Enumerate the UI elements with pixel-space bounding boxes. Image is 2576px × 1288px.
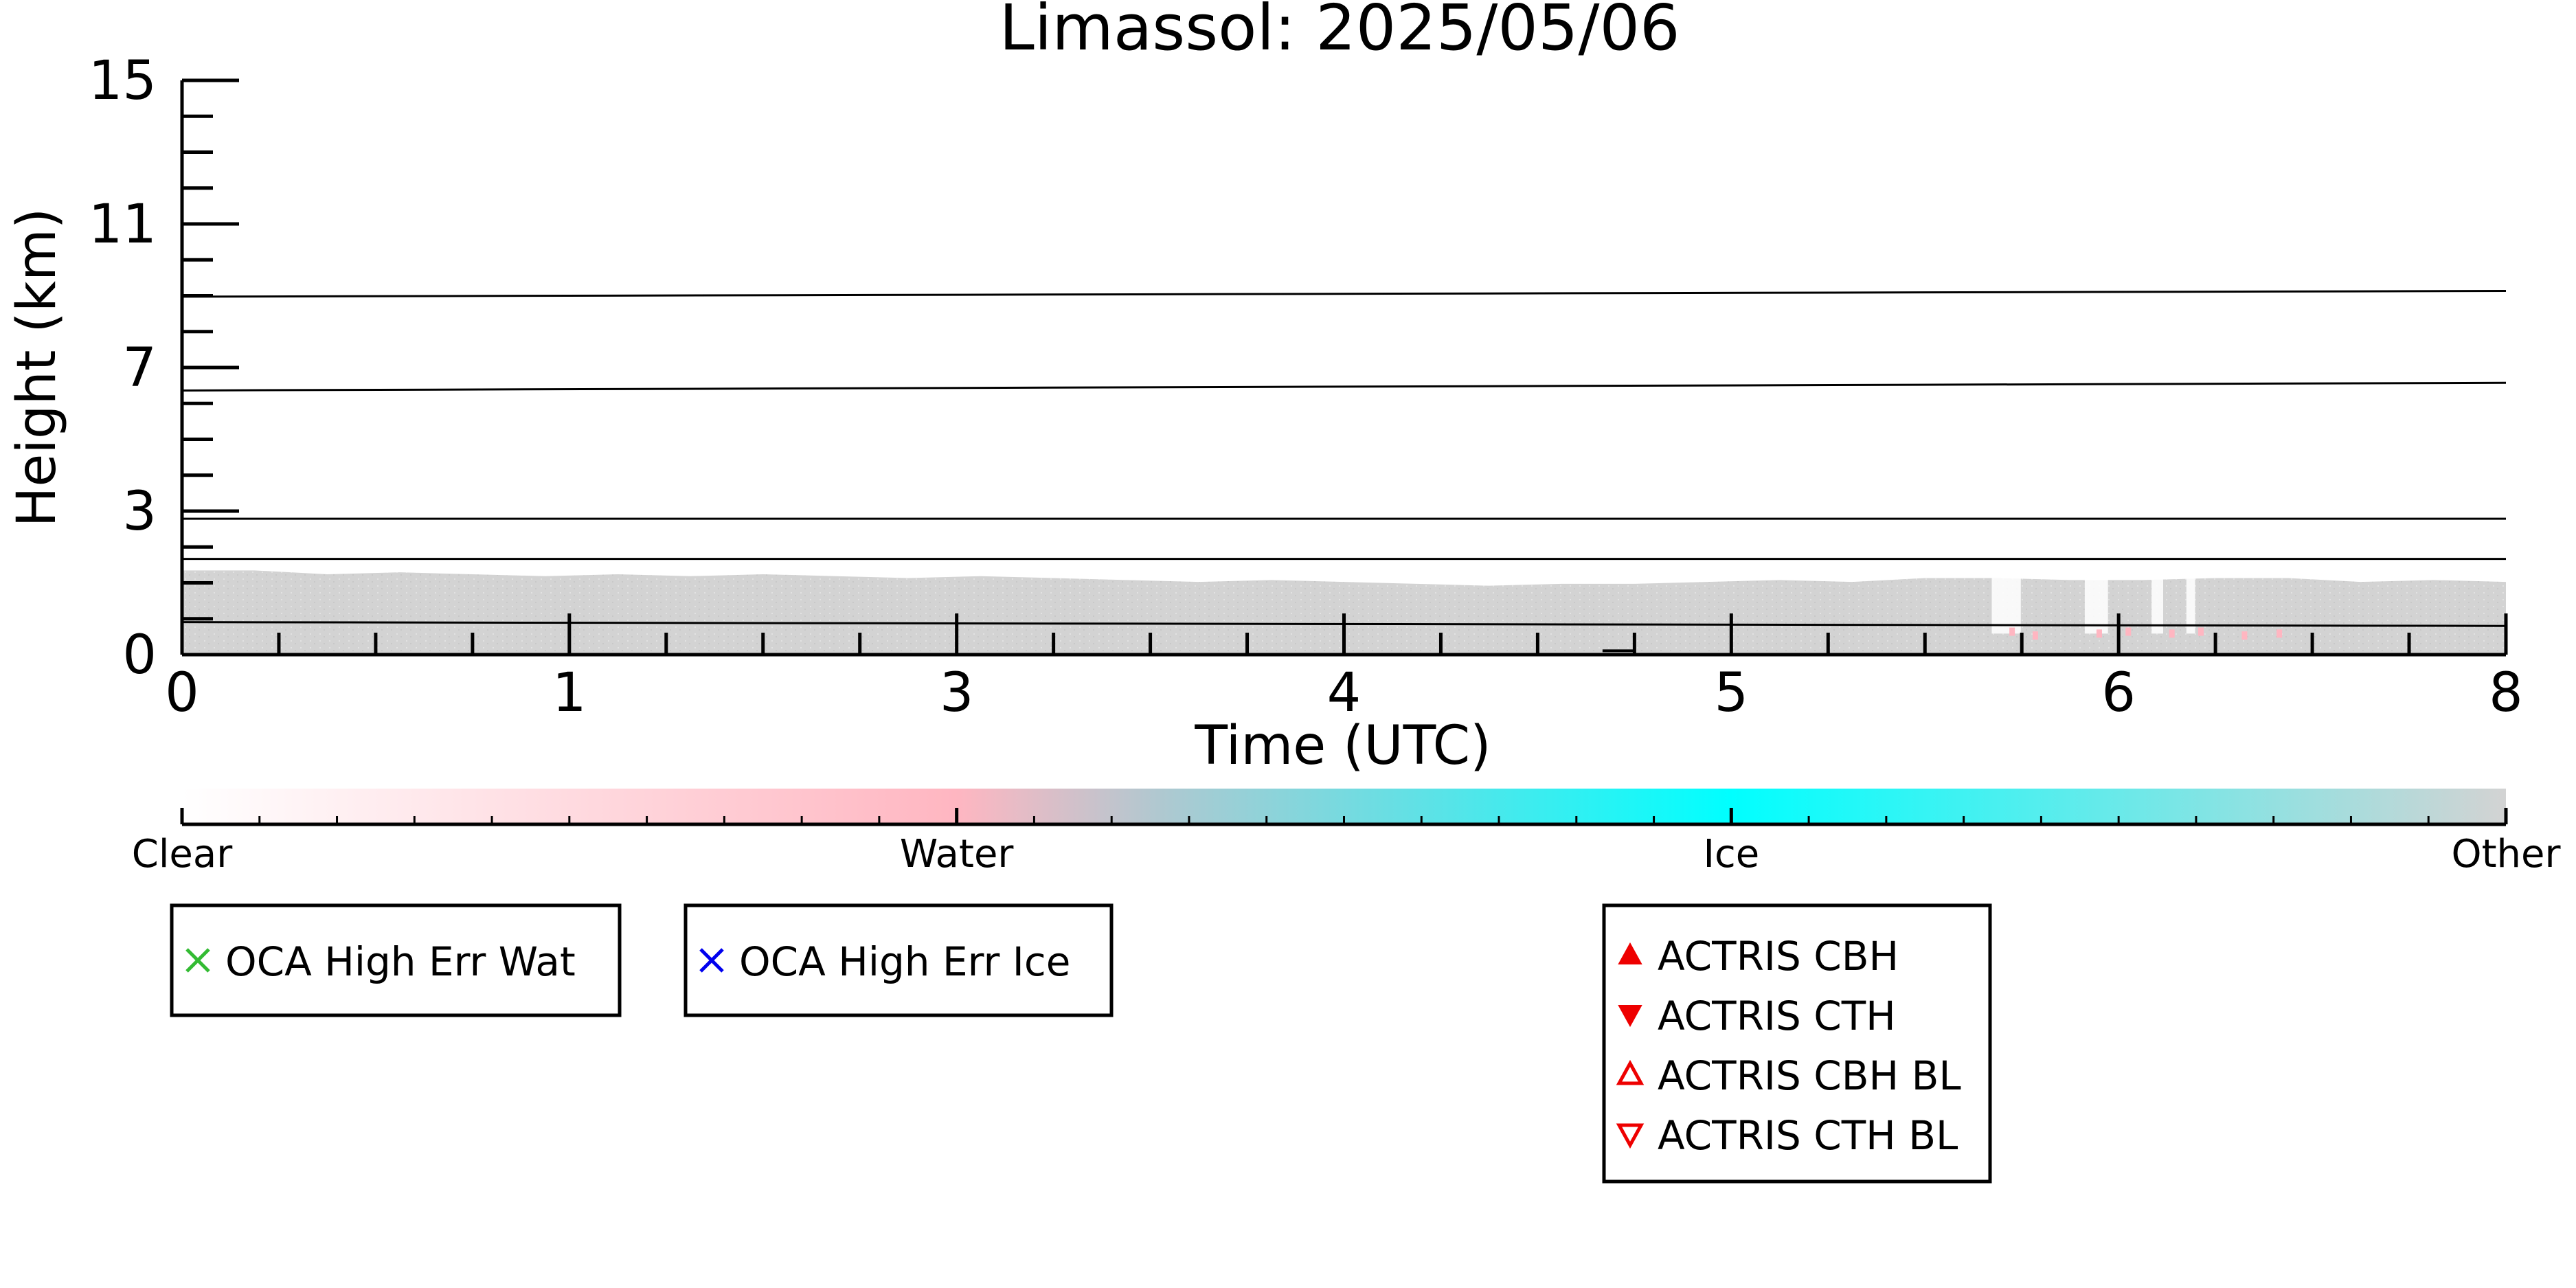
legend-label: ACTRIS CTH BL (1658, 1112, 1958, 1159)
legend-box: OCA High Err Wat (170, 903, 622, 1017)
cloud-gap (1991, 566, 2021, 634)
legend-label: OCA High Err Ice (739, 938, 1070, 985)
water-pixel (2197, 627, 2204, 636)
x-tick-label: 4 (1327, 662, 1362, 724)
colorbar-label: Ice (1703, 832, 1759, 877)
y-axis-label: Height (km) (6, 208, 68, 528)
cloud-gap (2186, 566, 2195, 634)
y-tick-label: 11 (89, 194, 157, 256)
water-pixel (2009, 627, 2015, 636)
water-pixel (2276, 629, 2283, 638)
water-pixel (2096, 629, 2102, 638)
water-pixel (2125, 627, 2132, 636)
legend-label: ACTRIS CTH (1658, 993, 1896, 1039)
x-tick-label: 0 (165, 662, 199, 724)
height-line (181, 290, 2507, 298)
plot-area: 0 1 3 4 5 6 8 0 3 7 11 15 (89, 50, 2523, 724)
legend-label: ACTRIS CBH (1658, 933, 1899, 980)
legend-marker-triangle-up (1618, 942, 1642, 964)
legend-label: ACTRIS CBH BL (1658, 1052, 1961, 1099)
x-tick-label: 3 (940, 662, 974, 724)
legend-box: ACTRIS CBH ACTRIS CTH ACTRIS CBH BL ACTRIS … (1602, 903, 1992, 1184)
y-tick-label: 15 (89, 50, 157, 112)
legend-marker-triangle-up (1616, 1059, 1645, 1085)
colorbar-label: Other (2451, 832, 2561, 877)
legend-frame (1602, 903, 1992, 1184)
x-tick-label: 8 (2489, 662, 2523, 724)
water-pixels (2009, 627, 2283, 640)
legends: OCA High Err Wat OCA High Err Ice ACTRIS C… (170, 903, 1992, 1184)
height-line (181, 381, 2507, 392)
water-pixel (2032, 631, 2038, 640)
legend-marker-x (699, 948, 724, 973)
legend-label: OCA High Err Wat (225, 938, 576, 985)
x-tick-label: 6 (2101, 662, 2136, 724)
legend-frame (170, 903, 622, 1017)
y-tick-label: 0 (122, 624, 157, 686)
legend-marker-triangle-down (1618, 1005, 1642, 1028)
cloud-gap (2151, 566, 2164, 634)
legend-box: OCA High Err Ice (683, 903, 1114, 1017)
chart-title: Limassol: 2025/05/06 (999, 0, 1680, 65)
water-pixel (2241, 631, 2248, 640)
x-tick-label: 1 (552, 662, 587, 724)
colorbar-label: Water (900, 832, 1015, 877)
cloud-gap (2084, 566, 2108, 634)
axes: 0 1 3 4 5 6 8 0 3 7 11 15 (89, 50, 2523, 724)
legend-frame (683, 903, 1114, 1017)
x-tick-label: 5 (1715, 662, 1749, 724)
water-pixel (2169, 629, 2175, 638)
colorbar: Clear Water Ice Other (132, 789, 2561, 877)
y-tick-label: 3 (122, 481, 157, 543)
colorbar-label: Clear (132, 832, 233, 877)
legend-marker-triangle-down (1616, 1123, 1645, 1149)
x-axis-label: Time (UTC) (1194, 715, 1491, 777)
legend-marker-x (185, 948, 210, 973)
y-tick-label: 7 (122, 337, 157, 399)
